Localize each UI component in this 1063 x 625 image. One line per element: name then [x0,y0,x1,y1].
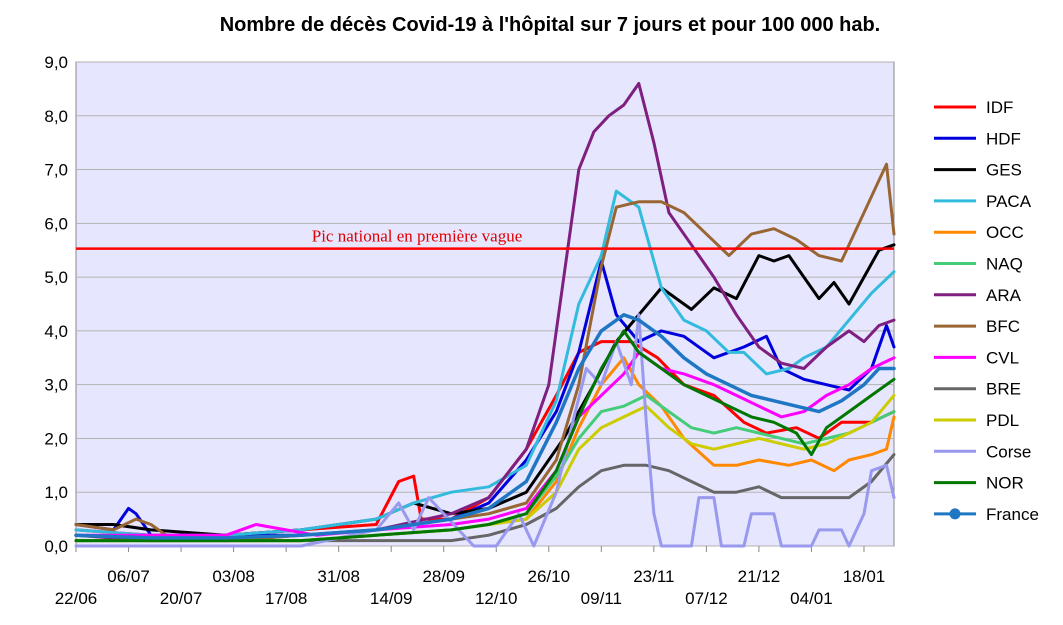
x-tick-label: 06/07 [107,567,150,586]
series-line-france [74,313,896,540]
y-tick-label: 7,0 [44,161,68,180]
chart-title: Nombre de décès Covid-19 à l'hôpital sur… [219,14,881,36]
legend-label: GES [986,161,1022,180]
legend-label: CVL [986,348,1019,367]
plot-area [75,61,895,547]
y-tick-label: 8,0 [44,107,68,126]
x-tick-label: 23/11 [633,567,674,586]
legend-label: OCC [986,223,1024,242]
x-tick-label: 26/10 [528,567,571,586]
y-axis: 0,0 1,0 2,0 3,0 4,0 5,0 6,0 7,0 8,0 9,0 [44,53,68,556]
legend-label: NOR [986,474,1024,493]
x-tick-label: 07/12 [685,589,728,608]
series-line-corse [74,313,896,548]
series-line-bre [74,453,896,543]
legend-label: HDF [986,129,1021,148]
legend-label: ARA [986,286,1022,305]
reference-line-label: Pic national en première vague [312,227,523,246]
series-line-cvl [74,350,896,537]
legend-marker [949,508,961,520]
x-tick-label: 22/06 [55,589,98,608]
x-tick-label: 03/08 [212,567,255,586]
legend-label: BRE [986,380,1021,399]
legend-label: NAQ [986,255,1023,274]
legend-label: France [986,505,1039,524]
y-tick-label: 6,0 [44,214,68,233]
y-tick-label: 3,0 [44,376,68,395]
reference-line-group: Pic national en première vague [76,227,894,250]
x-tick-label: 28/09 [422,567,465,586]
y-tick-label: 1,0 [44,483,68,502]
series-line-paca [74,189,896,537]
x-tick-label: 17/08 [265,589,308,608]
x-axis: 22/06 06/07 20/07 03/08 17/08 31/08 14/09 28/09… [55,546,886,608]
series-line-nor [74,329,896,543]
y-tick-label: 5,0 [44,268,68,287]
series-layer [74,82,896,548]
x-tick-label: 20/07 [160,589,203,608]
legend-label: PACA [986,192,1032,211]
legend-label: BFC [986,317,1020,336]
legend-label: IDF [986,98,1013,117]
legend-label: PDL [986,411,1019,430]
y-tick-label: 0,0 [44,537,68,556]
y-tick-label: 9,0 [44,53,68,72]
legend-label: Corse [986,442,1031,461]
x-tick-label: 21/12 [738,567,781,586]
x-tick-label: 12/10 [475,589,518,608]
x-tick-label: 31/08 [317,567,360,586]
x-tick-label: 04/01 [790,589,833,608]
series-line-ara [74,82,896,543]
y-tick-label: 4,0 [44,322,68,341]
x-tick-label: 18/01 [843,567,886,586]
y-tick-label: 2,0 [44,429,68,448]
x-tick-label: 14/09 [370,589,413,608]
x-tick-label: 09/11 [581,589,622,608]
legend: IDF HDF GES PACA OCC NAQ ARA BFC CVL BRE PDL Corse N… [934,98,1039,524]
